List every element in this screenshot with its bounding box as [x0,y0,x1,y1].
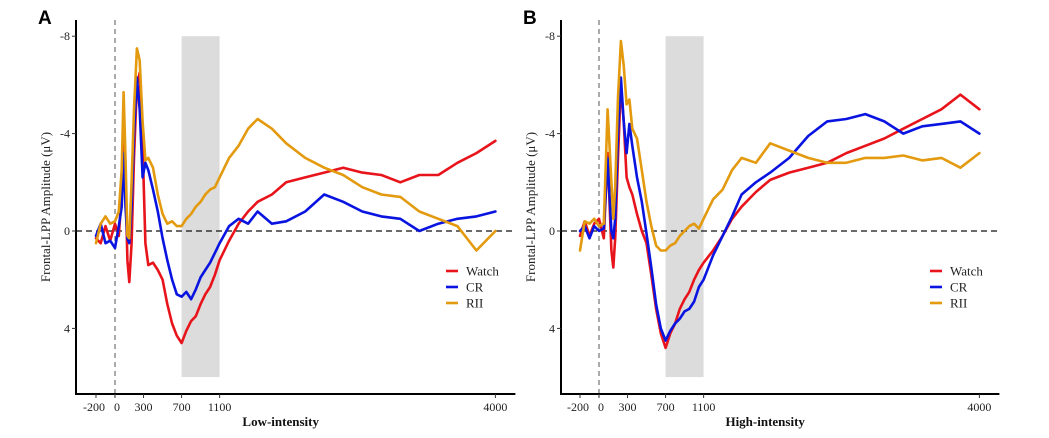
x-axis-title: High-intensity [725,414,805,429]
y-tick-label: -8 [545,29,555,43]
x-tick-label: 0 [598,400,604,414]
x-tick-label: 300 [135,400,153,414]
series-layer [94,47,497,345]
y-axis-title: Frontal-LPP Amplitude (μV) [523,132,538,282]
series-line-rii [94,47,497,252]
legend-label-rii: RII [950,296,967,311]
series-layer [578,39,981,350]
x-ticks: -200 0 300 700 1100 4000 [567,394,991,414]
series-line-watch [578,83,981,350]
legend-label-cr: CR [950,280,968,295]
panel-label: A [38,8,52,29]
x-tick-label: 700 [173,400,191,414]
x-tick-label: -200 [567,400,589,414]
shaded-time-window [665,36,704,378]
x-axis-title: Low-intensity [242,414,319,429]
x-tick-label: 4000 [967,400,991,414]
legend-label-watch: Watch [950,264,983,279]
x-ticks: -200 0 300 700 1100 4000 [83,394,507,414]
legend-label-watch: Watch [466,264,499,279]
x-tick-label: 4000 [483,400,507,414]
legend-label-rii: RII [466,296,483,311]
x-tick-label: 700 [657,400,675,414]
panel-label: B [523,8,537,29]
legend-label-cr: CR [466,280,484,295]
x-tick-label: 1100 [208,400,232,414]
y-ticks: -8 -4 0 4 [60,29,76,335]
y-tick-label: -4 [545,127,555,141]
y-tick-label: 0 [549,224,555,238]
y-tick-label: 4 [64,321,70,335]
y-tick-label: -8 [60,29,70,43]
panel-b: B -8 -4 0 4 -200 0 300 700 1100 4000 Frontal-LPP… [523,8,1000,429]
shaded-time-window [181,36,220,378]
y-axis-title: Frontal-LPP Amplitude (μV) [38,132,53,282]
y-tick-label: -4 [60,127,70,141]
series-line-cr [578,76,981,342]
panel-a: A -8 -4 0 4 -200 0 300 700 1100 4000 Frontal-LPP… [38,8,516,429]
series-line-rii [578,39,981,252]
x-tick-label: 300 [619,400,637,414]
x-tick-label: 0 [114,400,120,414]
x-tick-label: -200 [83,400,105,414]
y-tick-label: 0 [64,224,70,238]
x-tick-label: 1100 [692,400,716,414]
y-ticks: -8 -4 0 4 [545,29,561,335]
y-tick-label: 4 [549,321,555,335]
